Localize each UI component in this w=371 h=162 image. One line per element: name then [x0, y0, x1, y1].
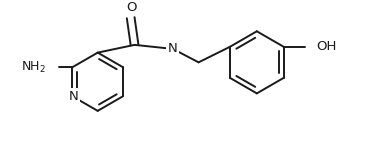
Text: OH: OH [317, 40, 337, 53]
Text: N: N [69, 90, 78, 103]
Text: O: O [127, 1, 137, 14]
Text: NH$_2$: NH$_2$ [21, 60, 46, 75]
Text: N: N [168, 42, 177, 55]
